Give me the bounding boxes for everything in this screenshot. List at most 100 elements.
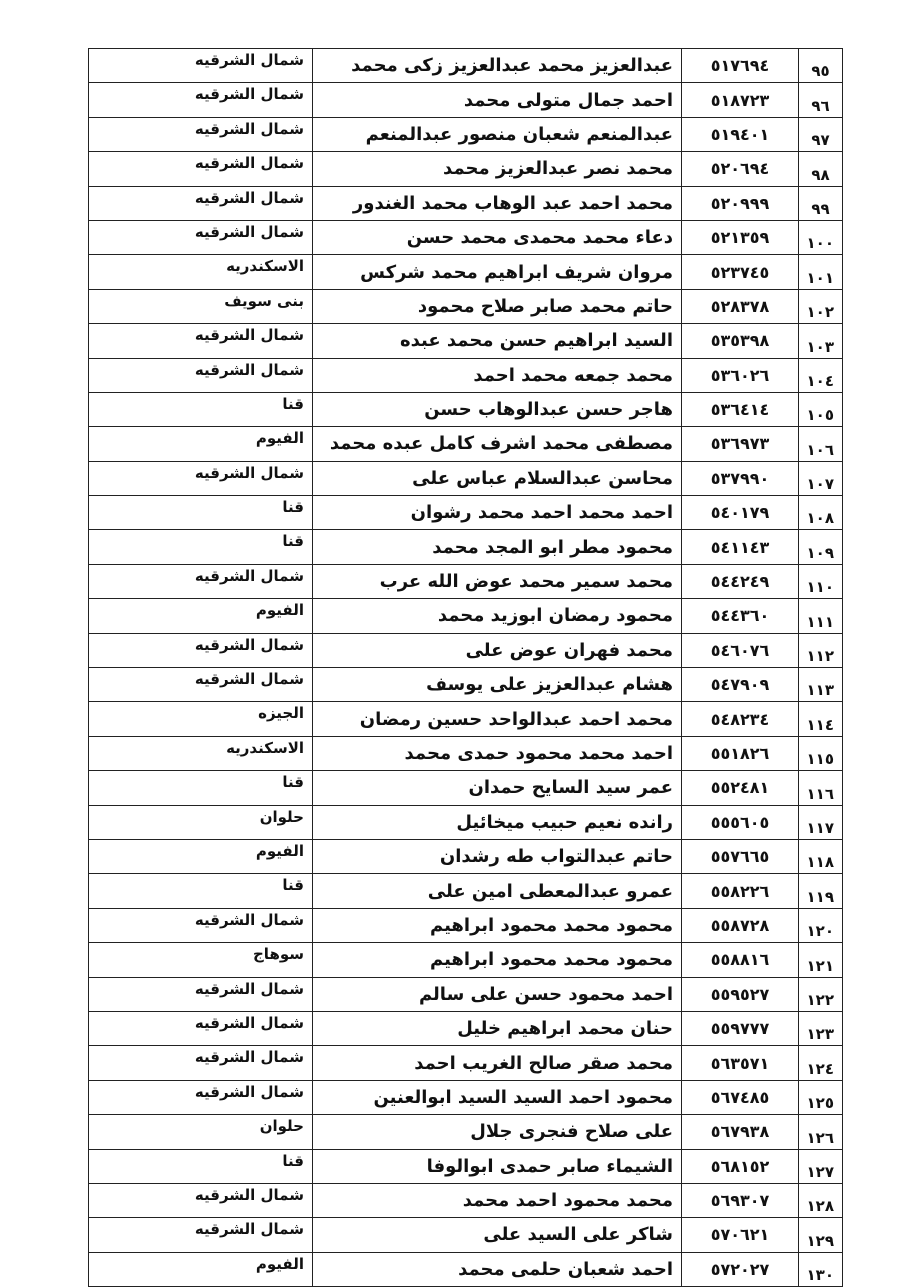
table-row: ١١٠ ٥٤٤٢٤٩ محمد سمير محمد عوض الله عرب شمال… xyxy=(88,563,843,600)
code-cell: ٥٣٧٩٩٠ xyxy=(681,460,799,497)
code-cell: ٥٧٢٠٢٧ xyxy=(681,1251,799,1287)
row-number-cell: ١١٨ xyxy=(798,838,843,875)
row-number-cell: ١١١ xyxy=(798,598,843,634)
region-cell: الفيوم xyxy=(88,838,313,875)
region-cell: الاسكندريه xyxy=(88,735,313,772)
row-number-cell: ١٢٦ xyxy=(798,1114,843,1150)
code-cell: ٥٢٠٩٩٩ xyxy=(681,185,799,221)
row-number-cell: ١٠٦ xyxy=(798,426,843,462)
code-cell: ٥١٨٧٢٣ xyxy=(681,82,799,118)
region-cell: شمال الشرقيه xyxy=(88,47,313,84)
name-cell: دعاء محمد محمدى محمد حسن xyxy=(312,219,682,256)
table-row: ١٢٤ ٥٦٣٥٧١ محمد صقر صالح الغريب احمد شمال ا… xyxy=(88,1045,843,1081)
region-cell: شمال الشرقيه xyxy=(88,116,313,153)
results-table: ٩٥ ٥١٧٦٩٤ عبدالعزيز محمد عبدالعزيز زكى محم… xyxy=(88,47,843,1287)
name-cell: حاتم محمد صابر صلاح محمود xyxy=(312,288,682,325)
region-cell: الفيوم xyxy=(88,426,313,462)
region-cell: شمال الشرقيه xyxy=(88,667,313,703)
row-number-cell: ١١٩ xyxy=(798,873,843,909)
code-cell: ٥٣٦٤١٤ xyxy=(681,391,799,428)
region-cell: شمال الشرقيه xyxy=(88,323,313,359)
region-cell: سوهاج xyxy=(88,942,313,978)
code-cell: ٥٤٨٢٣٤ xyxy=(681,701,799,737)
code-cell: ٥٦٨١٥٢ xyxy=(681,1148,799,1184)
name-cell: الشيماء صابر حمدى ابوالوفا xyxy=(312,1148,682,1184)
table-row: ١٠٧ ٥٣٧٩٩٠ محاسن عبدالسلام عباس على شمال ال… xyxy=(88,460,843,497)
name-cell: محمود رمضان ابوزيد محمد xyxy=(312,598,682,634)
row-number-cell: ١٣٠ xyxy=(798,1251,843,1287)
table-body: ٩٥ ٥١٧٦٩٤ عبدالعزيز محمد عبدالعزيز زكى محم… xyxy=(88,47,843,1287)
region-cell: الاسكندريه xyxy=(88,254,313,290)
code-cell: ٥٢٣٧٤٥ xyxy=(681,254,799,290)
name-cell: عبدالمنعم شعبان منصور عبدالمنعم xyxy=(312,116,682,153)
name-cell: هاجر حسن عبدالوهاب حسن xyxy=(312,391,682,428)
region-cell: شمال الشرقيه xyxy=(88,632,313,669)
row-number-cell: ١٠١ xyxy=(798,254,843,290)
name-cell: احمد شعبان حلمى محمد xyxy=(312,1251,682,1287)
table-row: ١١٧ ٥٥٥٦٠٥ رانده نعيم حبيب ميخائيل حلوان xyxy=(88,804,843,840)
region-cell: شمال الشرقيه xyxy=(88,82,313,118)
code-cell: ٥٤٠١٧٩ xyxy=(681,495,799,531)
table-row: ١١٦ ٥٥٢٤٨١ عمر سيد السايح حمدان قنا xyxy=(88,770,843,806)
table-row: ٩٨ ٥٢٠٦٩٤ محمد نصر عبدالعزيز محمد شمال الشر… xyxy=(88,151,843,187)
table-row: ١٢١ ٥٥٨٨١٦ محمود محمد محمود ابراهيم سوهاج xyxy=(88,942,843,978)
table-row: ١١٩ ٥٥٨٢٢٦ عمرو عبدالمعطى امين على قنا xyxy=(88,873,843,909)
name-cell: مروان شريف ابراهيم محمد شركس xyxy=(312,254,682,290)
code-cell: ٥٦٩٣٠٧ xyxy=(681,1182,799,1219)
region-cell: شمال الشرقيه xyxy=(88,151,313,187)
name-cell: حنان محمد ابراهيم خليل xyxy=(312,1010,682,1047)
name-cell: محمود احمد السيد السيد ابوالعنين xyxy=(312,1079,682,1116)
name-cell: محمد احمد عبد الوهاب محمد الغندور xyxy=(312,185,682,221)
region-cell: شمال الشرقيه xyxy=(88,563,313,600)
code-cell: ٥٣٥٣٩٨ xyxy=(681,323,799,359)
code-cell: ٥٤١١٤٣ xyxy=(681,529,799,565)
region-cell: شمال الشرقيه xyxy=(88,1182,313,1219)
table-row: ١٢٩ ٥٧٠٦٢١ شاكر على السيد على شمال الشرقيه xyxy=(88,1217,843,1253)
table-row: ٩٩ ٥٢٠٩٩٩ محمد احمد عبد الوهاب محمد الغندو… xyxy=(88,185,843,221)
table-row: ١١١ ٥٤٤٣٦٠ محمود رمضان ابوزيد محمد الفيوم xyxy=(88,598,843,634)
row-number-cell: ٩٥ xyxy=(798,47,843,84)
code-cell: ٥٦٧٩٣٨ xyxy=(681,1114,799,1150)
row-number-cell: ٩٦ xyxy=(798,82,843,118)
table-row: ١٠٤ ٥٣٦٠٢٦ محمد جمعه محمد احمد شمال الشرقيه xyxy=(88,357,843,393)
region-cell: شمال الشرقيه xyxy=(88,357,313,393)
table-row: ١١٣ ٥٤٧٩٠٩ هشام عبدالعزيز على يوسف شمال الش… xyxy=(88,667,843,703)
code-cell: ٥٥٢٤٨١ xyxy=(681,770,799,806)
name-cell: على صلاح فنجرى جلال xyxy=(312,1114,682,1150)
table-row: ٩٥ ٥١٧٦٩٤ عبدالعزيز محمد عبدالعزيز زكى محم… xyxy=(88,47,843,84)
name-cell: عبدالعزيز محمد عبدالعزيز زكى محمد xyxy=(312,47,682,84)
name-cell: احمد محمود حسن على سالم xyxy=(312,976,682,1012)
name-cell: احمد محمد احمد محمد رشوان xyxy=(312,495,682,531)
row-number-cell: ٩٩ xyxy=(798,185,843,221)
code-cell: ٥٤٧٩٠٩ xyxy=(681,667,799,703)
region-cell: شمال الشرقيه xyxy=(88,185,313,221)
region-cell: قنا xyxy=(88,873,313,909)
table-row: ١٣٠ ٥٧٢٠٢٧ احمد شعبان حلمى محمد الفيوم xyxy=(88,1251,843,1287)
code-cell: ٥٥٩٥٢٧ xyxy=(681,976,799,1012)
row-number-cell: ١١٧ xyxy=(798,804,843,840)
name-cell: محمد فهران عوض على xyxy=(312,632,682,669)
region-cell: قنا xyxy=(88,495,313,531)
code-cell: ٥٢٨٣٧٨ xyxy=(681,288,799,325)
code-cell: ٥٢٠٦٩٤ xyxy=(681,151,799,187)
table-row: ٩٧ ٥١٩٤٠١ عبدالمنعم شعبان منصور عبدالمنعم ش… xyxy=(88,116,843,153)
region-cell: شمال الشرقيه xyxy=(88,1079,313,1116)
row-number-cell: ١٠٢ xyxy=(798,288,843,325)
row-number-cell: ١١٣ xyxy=(798,667,843,703)
region-cell: شمال الشرقيه xyxy=(88,219,313,256)
code-cell: ٥٣٦٠٢٦ xyxy=(681,357,799,393)
name-cell: احمد جمال متولى محمد xyxy=(312,82,682,118)
row-number-cell: ١٠٧ xyxy=(798,460,843,497)
region-cell: الفيوم xyxy=(88,1251,313,1287)
row-number-cell: ١٢٥ xyxy=(798,1079,843,1116)
name-cell: محمود محمد محمود ابراهيم xyxy=(312,907,682,944)
code-cell: ٥٤٤٣٦٠ xyxy=(681,598,799,634)
name-cell: مصطفى محمد اشرف كامل عبده محمد xyxy=(312,426,682,462)
code-cell: ٥٧٠٦٢١ xyxy=(681,1217,799,1253)
row-number-cell: ١٠٥ xyxy=(798,391,843,428)
region-cell: شمال الشرقيه xyxy=(88,460,313,497)
row-number-cell: ١٠٩ xyxy=(798,529,843,565)
row-number-cell: ١٢٩ xyxy=(798,1217,843,1253)
name-cell: عمرو عبدالمعطى امين على xyxy=(312,873,682,909)
name-cell: رانده نعيم حبيب ميخائيل xyxy=(312,804,682,840)
